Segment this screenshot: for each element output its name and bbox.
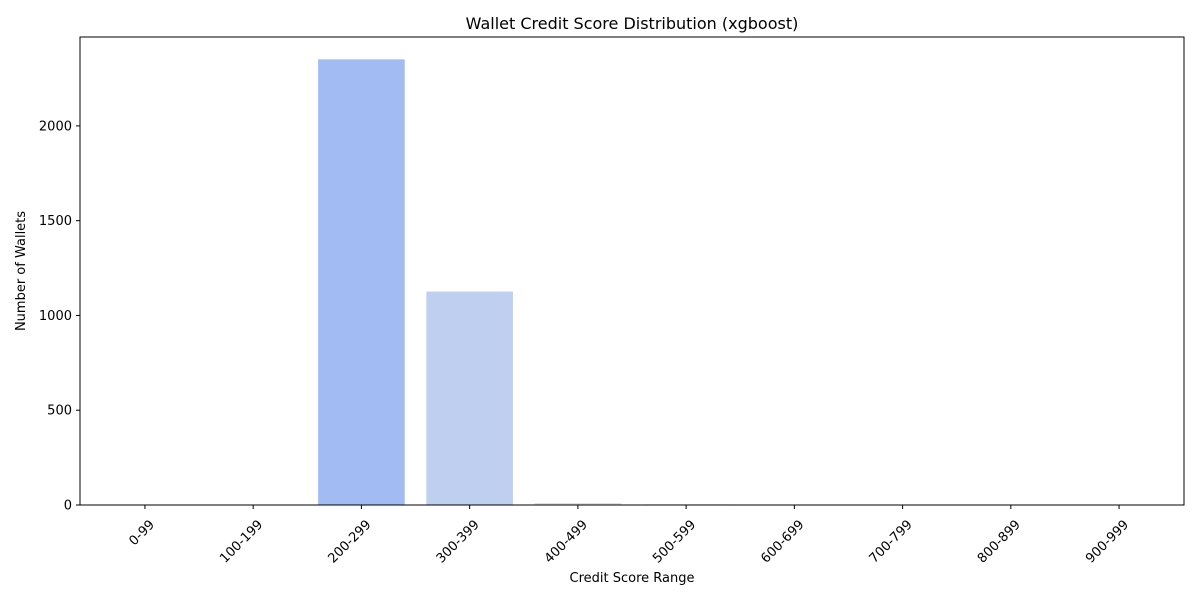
- x-tick-label: 100-199: [217, 517, 266, 566]
- x-tick-label: 300-399: [434, 517, 483, 566]
- x-axis-ticks: 0-99 100-199 200-299 300-399 400-499 500-599 6…: [127, 505, 1132, 566]
- x-tick-label: 200-299: [325, 517, 374, 566]
- x-tick-label: 400-499: [542, 517, 591, 566]
- x-axis-title: Credit Score Range: [570, 571, 695, 586]
- y-tick-label: 2000: [39, 119, 72, 134]
- x-tick-label: 800-899: [975, 517, 1024, 566]
- y-tick-label: 0: [64, 499, 72, 514]
- x-tick-label: 700-799: [867, 517, 916, 566]
- y-axis-ticks: 0 500 1000 1500 2000: [39, 119, 80, 514]
- bar-400-499: [534, 503, 622, 505]
- bar-300-399: [426, 291, 513, 505]
- y-tick-label: 1500: [39, 214, 72, 229]
- y-axis-title: Number of Wallets: [14, 211, 29, 331]
- bars-layer: [318, 59, 730, 506]
- x-tick-label: 600-699: [758, 517, 807, 566]
- chart-title: Wallet Credit Score Distribution (xgboos…: [466, 14, 799, 33]
- bar-200-299: [318, 59, 405, 506]
- y-tick-label: 500: [47, 404, 72, 419]
- plot-frame: [79, 36, 1185, 506]
- x-tick-label: 0-99: [127, 517, 158, 548]
- x-tick-label: 900-999: [1083, 517, 1132, 566]
- x-tick-label: 500-599: [650, 517, 699, 566]
- y-tick-label: 1000: [39, 309, 72, 324]
